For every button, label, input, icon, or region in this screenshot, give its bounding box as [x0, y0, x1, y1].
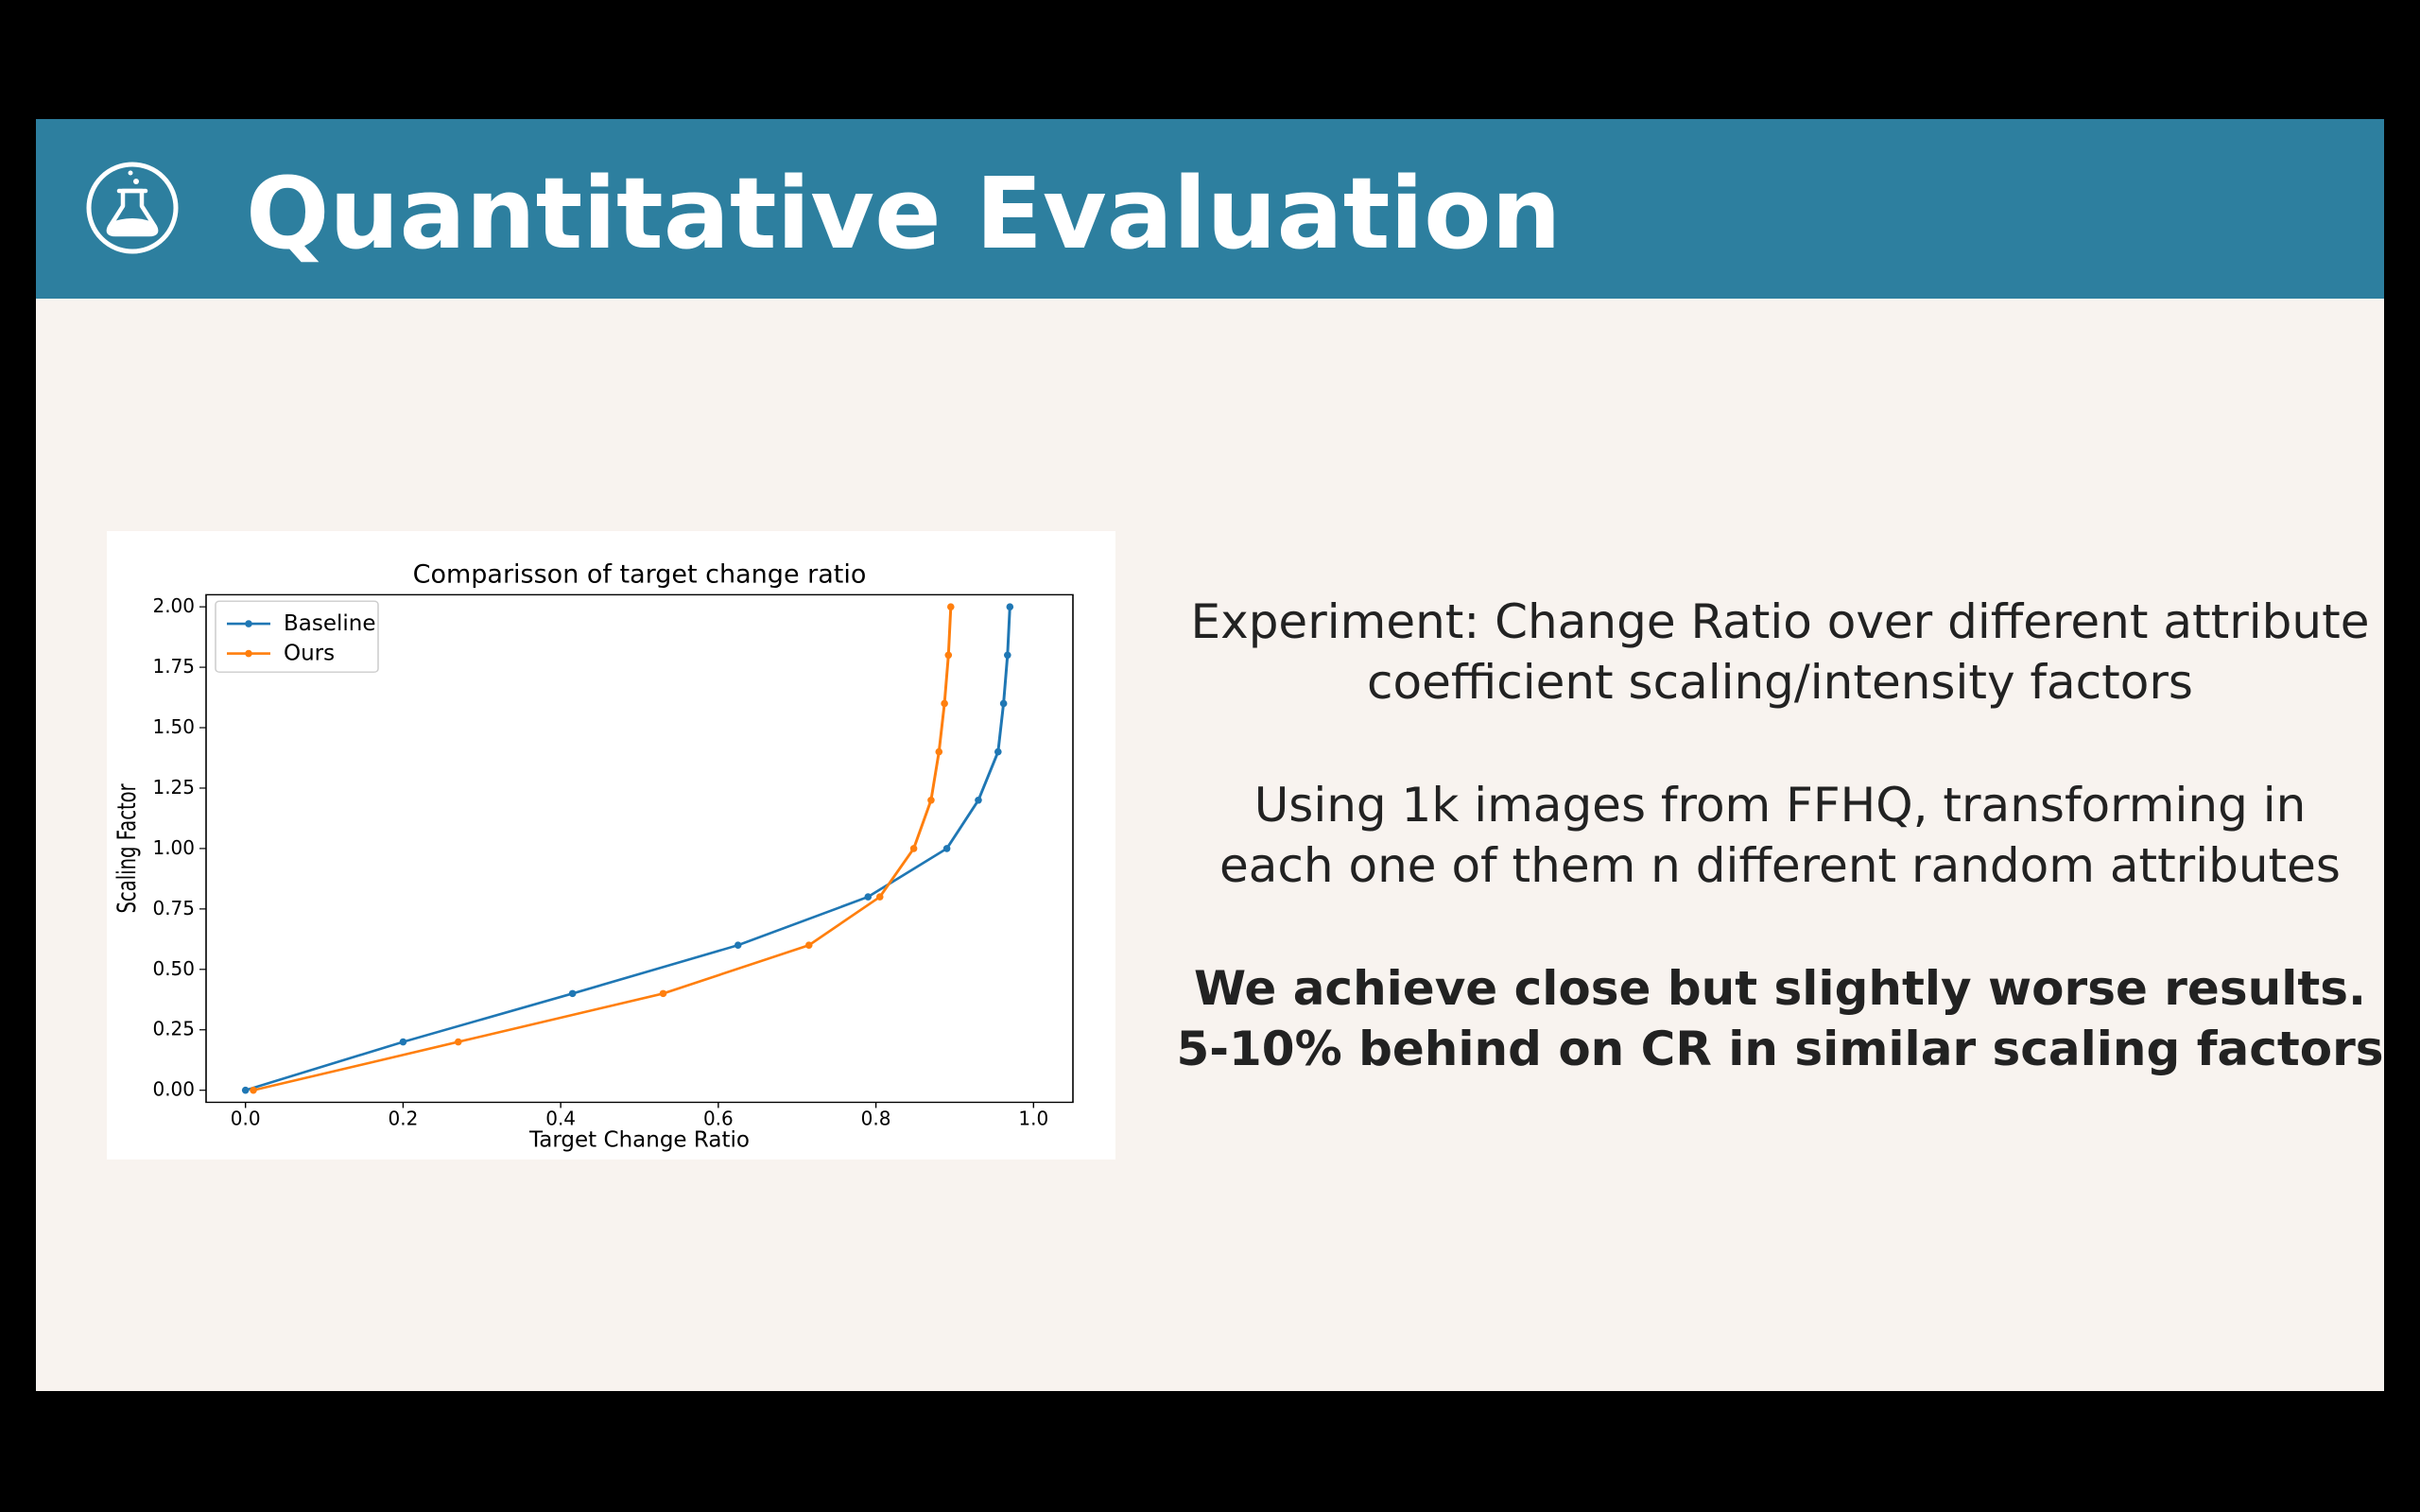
data-point-ours	[927, 796, 935, 804]
x-tick-label: 1.0	[1018, 1107, 1048, 1129]
data-point-ours	[804, 941, 813, 950]
series-line-ours	[252, 607, 953, 1091]
data-point-baseline	[1006, 603, 1014, 610]
legend-label: Ours	[284, 641, 335, 665]
y-tick-label: 0.00	[152, 1078, 195, 1101]
page-title: Quantitative Evaluation	[246, 156, 1562, 271]
data-point-ours	[659, 989, 667, 998]
data-point-baseline	[568, 989, 577, 998]
data-point-ours	[935, 747, 943, 756]
result-line-2: 5-10% behind on CR in similar scaling fa…	[1176, 1022, 2384, 1076]
method-line-2: each one of them n different random attr…	[1219, 838, 2341, 893]
data-point-baseline	[864, 893, 873, 901]
legend-marker	[245, 620, 252, 627]
data-point-baseline	[734, 941, 742, 950]
y-tick-label: 1.50	[152, 715, 195, 738]
y-tick-label: 1.75	[152, 655, 195, 678]
data-point-baseline	[241, 1086, 250, 1094]
x-tick-label: 0.4	[545, 1107, 576, 1129]
flask-icon	[86, 162, 179, 254]
y-tick-label: 0.25	[152, 1018, 195, 1040]
y-tick-label: 1.00	[152, 836, 195, 859]
data-point-ours	[941, 699, 948, 708]
y-tick-label: 2.00	[152, 594, 195, 617]
data-point-ours	[909, 845, 918, 852]
data-point-ours	[946, 603, 955, 610]
description-text: Experiment: Change Ratio over different …	[1142, 592, 2418, 1079]
slide: Quantitative Evaluation Comparisson of t…	[36, 119, 2384, 1391]
data-point-ours	[454, 1038, 462, 1046]
data-point-ours	[875, 893, 884, 901]
slide-header: Quantitative Evaluation	[36, 119, 2384, 299]
y-tick-label: 0.75	[152, 897, 195, 919]
data-point-baseline	[1004, 651, 1011, 660]
experiment-line-2: coefficient scaling/intensity factors	[1367, 655, 2193, 710]
legend-marker	[245, 649, 252, 658]
experiment-line-1: Experiment: Change Ratio over different …	[1190, 594, 2370, 649]
legend-label: Baseline	[284, 611, 376, 636]
method-line-1: Using 1k images from FFHQ, transforming …	[1253, 778, 2307, 833]
chart-container: Comparisson of target change ratio Targe…	[107, 531, 1115, 1160]
x-axis-label: Target Change Ratio	[528, 1127, 750, 1152]
x-tick-label: 0.6	[703, 1107, 734, 1129]
y-tick-label: 1.25	[152, 776, 195, 799]
y-tick-label: 0.50	[152, 957, 195, 980]
data-point-baseline	[399, 1038, 407, 1046]
data-point-ours	[944, 651, 953, 660]
data-point-baseline	[942, 845, 951, 852]
data-point-baseline	[975, 796, 982, 804]
y-axis-label: Scaling Factor	[112, 783, 142, 913]
series-line-baseline	[245, 607, 1011, 1091]
data-point-baseline	[994, 747, 1002, 756]
data-point-baseline	[999, 699, 1008, 708]
x-tick-label: 0.8	[861, 1107, 891, 1129]
line-chart: Comparisson of target change ratio Targe…	[112, 560, 1074, 1152]
x-tick-label: 0.2	[389, 1107, 419, 1129]
x-tick-label: 0.0	[231, 1107, 261, 1129]
chart-title: Comparisson of target change ratio	[413, 560, 867, 590]
data-point-ours	[250, 1086, 257, 1094]
result-line-1: We achieve close but slightly worse resu…	[1194, 961, 2366, 1016]
